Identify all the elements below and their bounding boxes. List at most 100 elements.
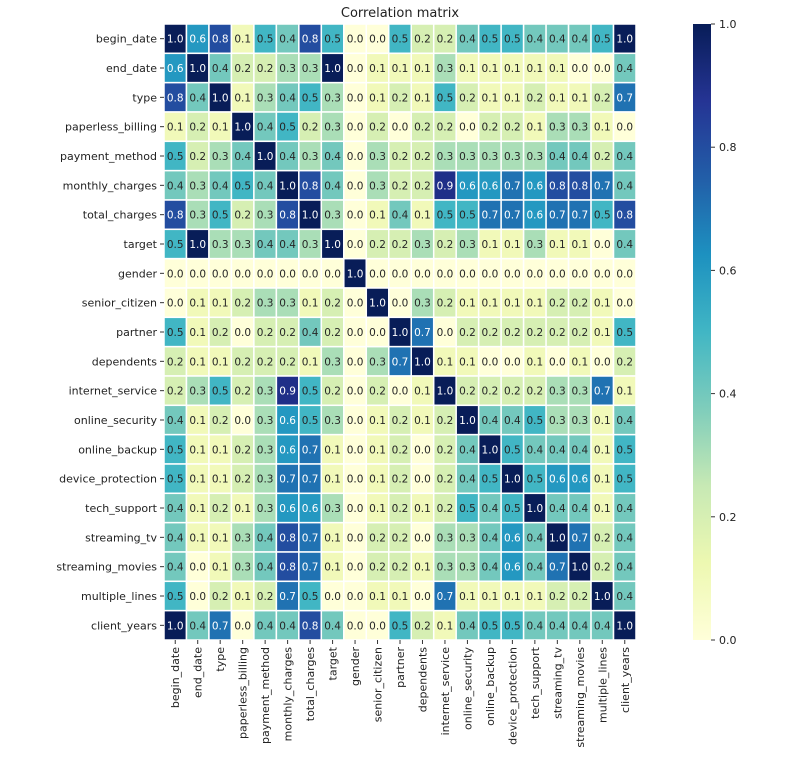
cell-annotation: 0.2 [504,386,521,398]
cell-annotation: 0.5 [279,122,296,134]
cell-annotation: 0.4 [279,92,296,104]
cell-annotation: 0.6 [189,34,206,46]
cell-annotation: 0.4 [324,180,341,192]
cell-annotation: 0.5 [459,210,476,222]
cell-annotation: 0.0 [504,268,521,280]
cell-annotation: 0.0 [347,34,364,46]
colorbar [693,24,711,640]
cell-annotation: 0.0 [437,327,454,339]
cell-annotation: 0.1 [482,591,499,603]
cell-annotation: 1.0 [437,386,454,398]
cell-annotation: 1.0 [414,356,431,368]
x-tick-label: end_date [192,647,205,698]
y-tick-label: senior_citizen [82,297,157,310]
cell-annotation: 0.1 [324,562,341,574]
cell-annotation: 0.5 [167,327,184,339]
cell-annotation: 0.4 [459,474,476,486]
cell-annotation: 0.7 [302,562,319,574]
cell-annotation: 0.2 [212,415,229,427]
y-tick-label: payment_method [60,150,157,163]
cell-annotation: 0.1 [189,356,206,368]
cell-annotation: 0.8 [616,210,633,222]
cell-annotation: 0.1 [302,356,319,368]
cell-annotation: 0.4 [257,122,274,134]
cell-annotation: 0.3 [257,92,274,104]
cell-annotation: 0.0 [347,620,364,632]
cell-annotation: 0.2 [257,63,274,75]
cell-annotation: 0.1 [437,356,454,368]
cell-annotation: 0.0 [324,591,341,603]
cell-annotation: 0.2 [392,180,409,192]
cell-annotation: 0.2 [392,503,409,515]
cell-annotation: 0.0 [414,474,431,486]
cell-annotation: 0.5 [167,444,184,456]
cell-annotation: 0.2 [414,151,431,163]
cell-annotation: 0.1 [459,356,476,368]
cell-annotation: 1.0 [347,268,364,280]
cell-annotation: 0.5 [324,34,341,46]
cell-annotation: 0.5 [459,503,476,515]
cell-annotation: 0.0 [369,620,386,632]
cell-annotation: 0.0 [527,268,544,280]
cell-annotation: 0.0 [347,474,364,486]
cell-annotation: 0.7 [571,210,588,222]
cell-annotation: 0.3 [527,151,544,163]
cell-annotation: 0.1 [504,63,521,75]
x-tick-label: internet_service [439,647,452,736]
cell-annotation: 0.1 [594,327,611,339]
cell-annotation: 0.0 [234,620,251,632]
cell-annotation: 0.1 [571,239,588,251]
y-tick-label: tech_support [85,502,158,515]
cell-annotation: 0.2 [594,562,611,574]
cell-annotation: 0.2 [437,503,454,515]
cell-annotation: 0.2 [234,356,251,368]
cell-annotation: 0.4 [482,532,499,544]
cell-annotation: 0.4 [616,415,633,427]
cell-annotation: 0.5 [212,210,229,222]
cell-annotation: 0.4 [616,63,633,75]
cell-annotation: 0.5 [212,386,229,398]
y-tick-label: target [124,238,158,251]
cell-annotation: 0.3 [189,386,206,398]
y-tick-label: internet_service [69,385,158,398]
cell-annotation: 0.4 [257,620,274,632]
cell-annotation: 0.4 [324,151,341,163]
cell-annotation: 0.3 [549,386,566,398]
cell-annotation: 0.3 [212,151,229,163]
cell-annotation: 0.3 [279,298,296,310]
cell-annotation: 0.4 [571,444,588,456]
cell-annotation: 0.7 [482,210,499,222]
cell-annotation: 0.5 [167,474,184,486]
cell-annotation: 0.2 [549,327,566,339]
cell-annotation: 0.5 [594,34,611,46]
cell-annotation: 0.0 [392,298,409,310]
cell-annotation: 0.3 [279,63,296,75]
cell-annotation: 0.7 [616,92,633,104]
cell-annotation: 0.3 [257,444,274,456]
cell-annotation: 0.3 [504,151,521,163]
cell-annotation: 0.7 [302,532,319,544]
cell-annotation: 0.6 [167,63,184,75]
cell-annotation: 0.0 [167,298,184,310]
cell-annotation: 0.2 [437,122,454,134]
cell-annotation: 0.0 [212,268,229,280]
colorbar-tick-label: 0.2 [719,511,737,524]
cell-annotation: 0.3 [324,210,341,222]
cell-annotation: 0.1 [167,122,184,134]
cell-annotation: 1.0 [594,591,611,603]
cell-annotation: 0.8 [571,180,588,192]
cell-annotation: 0.0 [347,591,364,603]
y-tick-label: end_date [106,62,157,75]
cell-annotation: 0.4 [571,34,588,46]
cell-annotation: 0.5 [392,620,409,632]
cell-annotation: 0.2 [414,34,431,46]
cell-annotation: 0.3 [257,415,274,427]
cell-annotation: 1.0 [616,620,633,632]
chart-title: Correlation matrix [341,6,460,21]
cell-annotation: 0.2 [369,562,386,574]
cell-annotation: 0.4 [527,532,544,544]
cell-annotation: 0.5 [482,34,499,46]
cell-annotation: 1.0 [257,151,274,163]
cell-annotation: 0.4 [189,620,206,632]
